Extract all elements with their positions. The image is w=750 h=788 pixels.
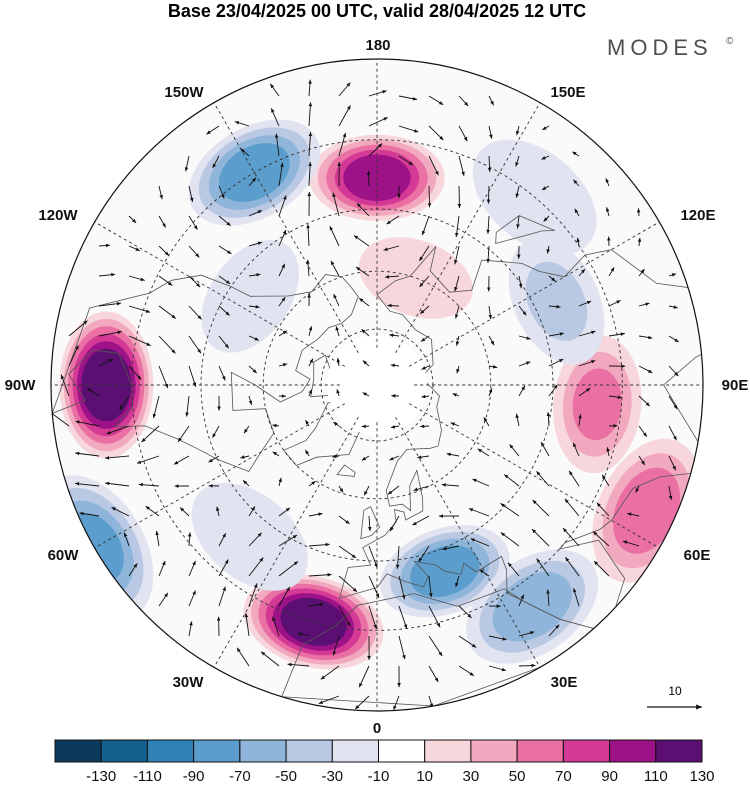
vector-key: 10 (647, 684, 702, 707)
map-title: Base 23/04/2025 00 UTC, valid 28/04/2025… (168, 1, 586, 21)
colorbar-swatch (656, 740, 702, 762)
colorbar-label: -70 (229, 768, 251, 783)
colorbar-label: -90 (183, 768, 205, 783)
colorbar-label: 130 (689, 768, 714, 783)
colorbar-label: -50 (275, 768, 297, 783)
lon-label-90e: 90E (722, 377, 749, 394)
wind-arrow (429, 186, 430, 207)
wind-arrow (362, 426, 369, 427)
colorbar-swatch (517, 740, 563, 762)
colorbar-label: 70 (555, 768, 572, 783)
colorbar-label: 10 (416, 768, 433, 783)
colorbar-swatch (147, 740, 193, 762)
colorbar-swatch (194, 740, 240, 762)
lon-label-150w: 150W (164, 84, 204, 101)
lon-label-90w: 90W (5, 377, 37, 394)
wind-arrow (459, 186, 460, 208)
polar-cap (327, 335, 427, 435)
polar-map (12, 29, 743, 742)
colorbar-swatch (610, 740, 656, 762)
colorbar-label: 30 (463, 768, 480, 783)
wind-arrow (368, 171, 369, 186)
colorbar-swatch (471, 740, 517, 762)
wind-arrow (420, 426, 429, 427)
lon-label-30e: 30E (551, 674, 578, 691)
colorbar-label: 50 (509, 768, 526, 783)
anomaly-band (81, 349, 131, 422)
colorbar-label: -130 (86, 768, 116, 783)
wind-arrow (519, 665, 536, 666)
colorbar-label: 90 (601, 768, 618, 783)
colorbar-swatch (332, 740, 378, 762)
modes-logo: MODES © (607, 35, 734, 60)
lon-label-0: 0 (373, 720, 381, 737)
lon-label-120e: 120E (680, 207, 715, 224)
colorbar-label: -30 (321, 768, 343, 783)
colorbar: -130 -110 -90 -70 -50 -30 -10 10 30 50 70 90 110 130 (55, 740, 715, 783)
lon-label-30w: 30W (173, 674, 205, 691)
colorbar-swatch (379, 740, 425, 762)
colorbar-swatch (240, 740, 286, 762)
lon-label-180: 180 (365, 37, 390, 54)
colorbar-swatch (286, 740, 332, 762)
lon-label-60e: 60E (684, 547, 711, 564)
colorbar-swatch (55, 740, 101, 762)
wind-arrow (488, 186, 489, 204)
colorbar-label: 110 (644, 768, 668, 783)
brand-name: MODES (607, 35, 713, 60)
colorbar-swatches (55, 740, 702, 762)
lon-label-120w: 120W (38, 207, 78, 224)
lon-label-150e: 150E (550, 84, 585, 101)
colorbar-swatch (425, 740, 471, 762)
colorbar-swatch (563, 740, 609, 762)
colorbar-label: -10 (368, 768, 390, 783)
colorbar-label: -110 (133, 768, 162, 783)
wind-arrow (387, 305, 399, 306)
colorbar-labels: -130 -110 -90 -70 -50 -30 -10 10 30 50 70 90 110 130 (86, 768, 714, 783)
colorbar-swatch (101, 740, 147, 762)
vector-key-label: 10 (668, 684, 682, 698)
brand-mark: © (726, 36, 734, 47)
wind-arrow (638, 208, 639, 216)
lon-label-60w: 60W (48, 547, 80, 564)
